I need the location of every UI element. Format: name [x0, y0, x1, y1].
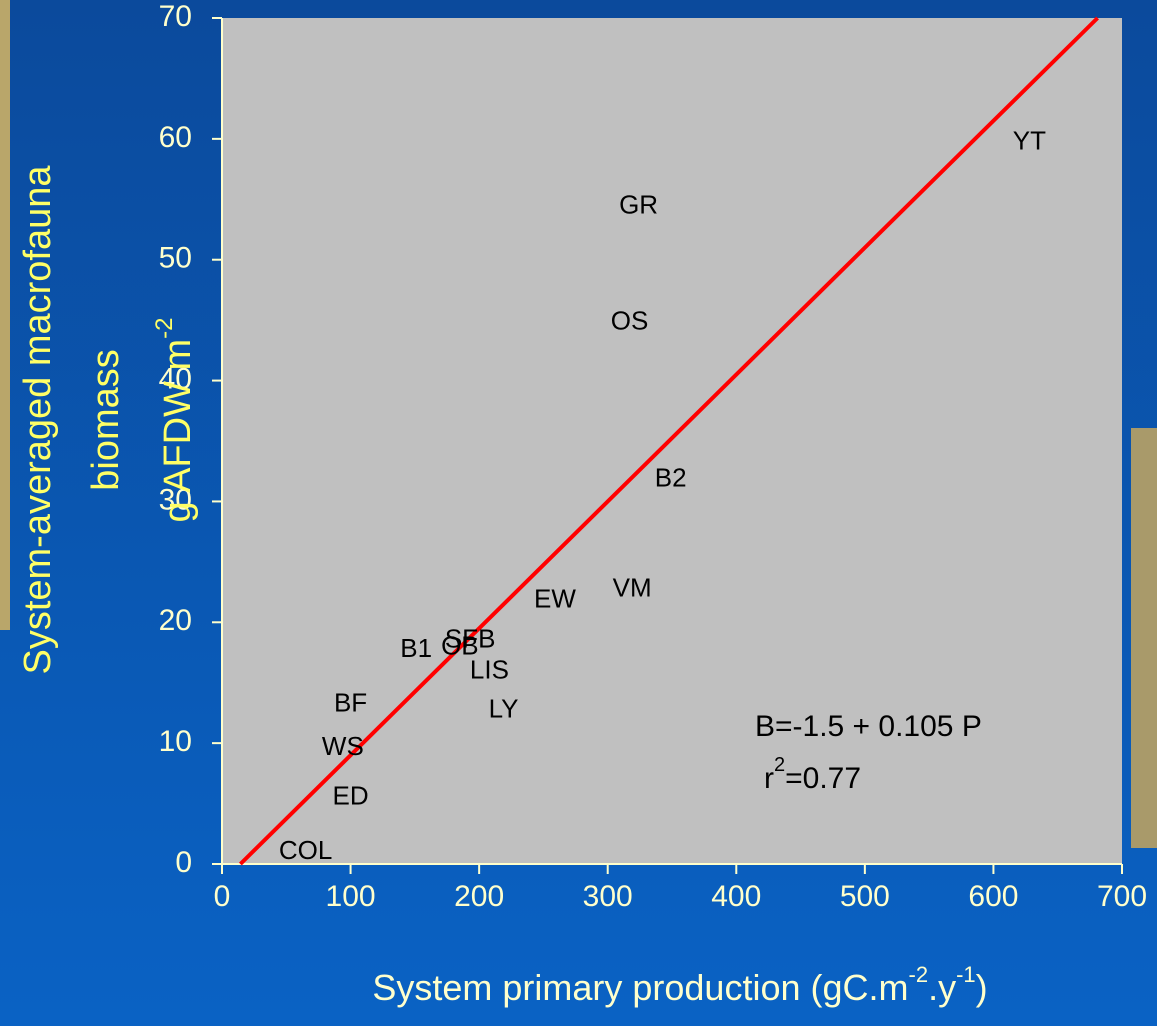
slide: 0102030405060700100200300400500600700YTG… [0, 0, 1157, 1026]
point-label: LY [489, 693, 519, 723]
x-tick-label: 700 [1097, 880, 1147, 913]
x-tick-label: 300 [583, 880, 633, 913]
x-tick-label: 200 [454, 880, 504, 913]
point-label: ED [333, 780, 369, 810]
x-label-text: ) [976, 967, 988, 1008]
x-tick-label: 500 [840, 880, 890, 913]
point-label: GR [619, 189, 658, 219]
y-tick-label: 10 [159, 725, 192, 758]
x-label-text: .y [928, 967, 956, 1008]
y-label-line: biomass [85, 349, 127, 491]
point-label: B1 [400, 633, 432, 663]
y-tick-label: 60 [159, 121, 192, 154]
point-label: OS [611, 305, 649, 335]
y-label-line: System-averaged macrofauna [17, 165, 59, 675]
point-label: YT [1013, 125, 1046, 155]
x-tick-label: 100 [326, 880, 376, 913]
point-label: LIS [470, 655, 509, 685]
x-label: System primary production (gC.m-2.y-1) [372, 962, 987, 1008]
y-tick-label: 70 [159, 0, 192, 33]
x-label-sup: -2 [909, 962, 929, 987]
r-base: r [764, 762, 774, 795]
point-label: COL [279, 835, 332, 865]
equation: B=-1.5 + 0.105 P [755, 710, 982, 743]
r-rest: =0.77 [785, 762, 861, 795]
y-tick-label: 50 [159, 242, 192, 275]
x-label-sup: -1 [956, 962, 976, 987]
x-tick-label: 0 [214, 880, 231, 913]
y-label-sup: -2 [151, 317, 178, 338]
photo-right [1131, 428, 1157, 848]
point-label: VM [613, 573, 652, 603]
x-tick-label: 600 [968, 880, 1018, 913]
point-label: B2 [655, 463, 687, 493]
r-sup: 2 [774, 754, 785, 776]
point-label: WS [322, 731, 364, 761]
x-label-text: System primary production (gC.m [372, 967, 908, 1008]
y-tick-label: 20 [159, 604, 192, 637]
point-label: BF [334, 687, 367, 717]
y-label-line: g AFDW m-2 [151, 317, 199, 522]
y-tick-label: 0 [175, 846, 192, 879]
y-label-text: g AFDW m [157, 339, 199, 523]
point-label: EW [534, 583, 576, 613]
photo-left [0, 0, 10, 630]
x-tick-label: 400 [711, 880, 761, 913]
